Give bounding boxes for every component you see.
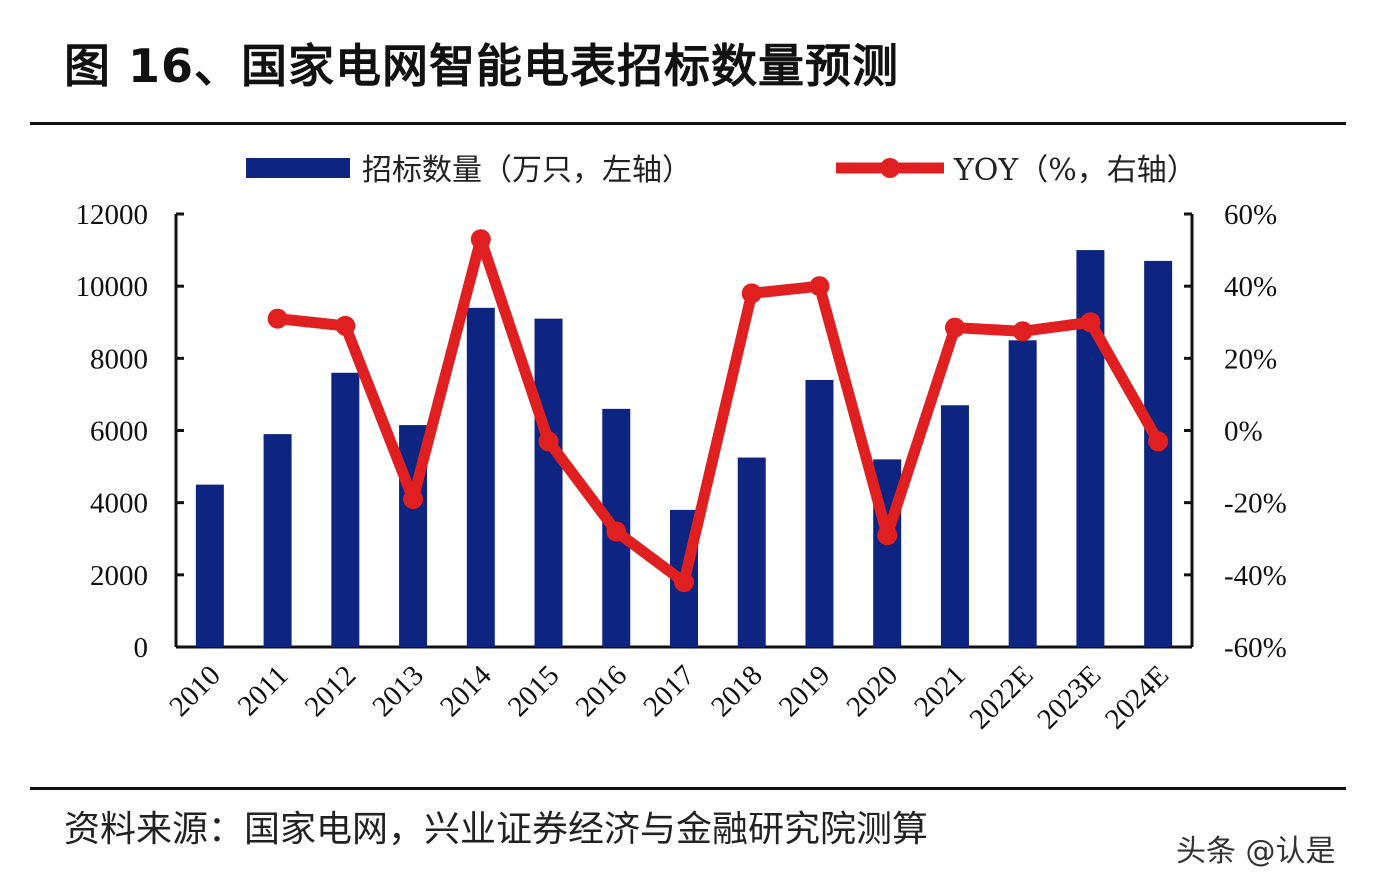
left-tick-label: 10000: [76, 271, 149, 303]
yoy-point-2024E: [1148, 431, 1169, 452]
yoy-point-2017: [674, 572, 694, 593]
yoy-point-2016: [606, 521, 627, 542]
yoy-point-2015: [538, 431, 559, 452]
left-tick-label: 0: [134, 632, 149, 664]
bar-2015: [534, 318, 563, 647]
bar-2024E: [1144, 260, 1173, 647]
legend-bar-label: 招标数量（万只，左轴）: [362, 153, 692, 188]
bar-2011: [263, 434, 292, 647]
bar-2019: [805, 379, 834, 647]
bar-2022E: [1008, 340, 1037, 647]
x-tick-label: 2017: [637, 659, 701, 723]
x-tick-label: 2018: [705, 659, 769, 723]
right-tick-label: -40%: [1224, 560, 1287, 592]
yoy-point-2022E: [1012, 321, 1033, 342]
right-tick-label: 40%: [1224, 271, 1277, 303]
yoy-point-2018: [741, 283, 762, 304]
x-tick-label: 2021: [908, 659, 972, 723]
x-tick-label: 2022E: [963, 659, 1039, 735]
bar-2014: [466, 307, 495, 647]
bar-2010: [195, 484, 224, 647]
x-tick-label: 2014: [434, 659, 498, 723]
legend-bar-swatch: [246, 158, 350, 178]
yoy-point-2012: [335, 315, 356, 336]
bar-2023E: [1076, 250, 1105, 648]
right-tick-label: 60%: [1224, 199, 1277, 231]
x-tick-label: 2013: [366, 659, 430, 723]
left-tick-label: 2000: [90, 560, 148, 592]
yoy-point-2020: [877, 525, 898, 546]
bar-2018: [737, 457, 766, 647]
yoy-point-2014: [470, 229, 491, 250]
x-tick-label: 2016: [570, 659, 634, 723]
x-tick-label: 2023E: [1031, 659, 1107, 735]
left-tick-label: 6000: [90, 416, 148, 448]
right-tick-label: 0%: [1224, 416, 1263, 448]
chart-title: 图 16、国家电网智能电表招标数量预测: [64, 39, 900, 93]
x-tick-label: 2019: [773, 659, 837, 723]
yoy-point-2021: [944, 317, 965, 338]
legend-line-marker: [880, 158, 900, 178]
yoy-point-2013: [403, 489, 424, 510]
bottom-divider: [30, 787, 1346, 790]
x-tick-label: 2015: [502, 659, 566, 723]
right-tick-label: -20%: [1224, 488, 1287, 520]
x-tick-label: 2020: [841, 659, 905, 723]
watermark: 头条 @认是: [1176, 834, 1336, 869]
x-tick-label: 2011: [232, 659, 295, 722]
right-tick-label: -60%: [1224, 632, 1287, 664]
x-tick-label: 2010: [163, 659, 227, 723]
yoy-point-2019: [809, 276, 830, 297]
bar-2012: [331, 372, 360, 647]
left-tick-label: 8000: [90, 343, 148, 375]
source-note: 资料来源：国家电网，兴业证券经济与金融研究院测算: [64, 809, 929, 850]
x-tick-label: 2012: [299, 659, 363, 723]
yoy-point-2011: [267, 308, 288, 329]
left-tick-label: 12000: [76, 199, 149, 231]
right-tick-label: 20%: [1224, 343, 1277, 375]
legend-line-label: YOY（%，右轴）: [953, 153, 1197, 188]
bar-2021: [940, 405, 969, 647]
yoy-line: [277, 233, 1163, 588]
top-divider: [30, 122, 1346, 125]
x-tick-label: 2024E: [1099, 659, 1175, 735]
left-tick-label: 4000: [90, 488, 148, 520]
yoy-point-2023E: [1080, 312, 1101, 333]
